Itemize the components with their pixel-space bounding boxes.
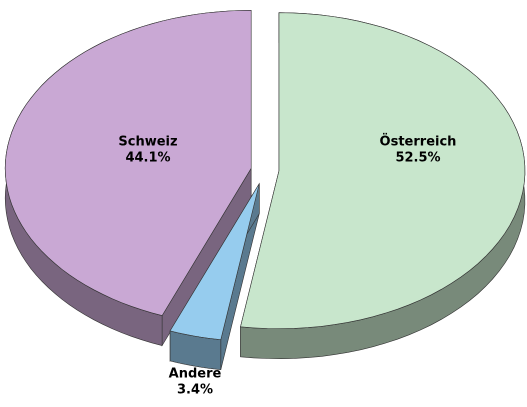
slice-value-label: 3.4% (177, 383, 213, 398)
slice-value-label: 52.5% (395, 151, 440, 166)
slice (4, 9, 252, 316)
slice-label: Andere (169, 367, 222, 382)
slice-label: Österreich (380, 134, 457, 150)
slice-value-label: 44.1% (125, 151, 170, 166)
slice-label: Schweiz (118, 135, 177, 150)
slice (240, 12, 526, 330)
slice (169, 183, 260, 341)
